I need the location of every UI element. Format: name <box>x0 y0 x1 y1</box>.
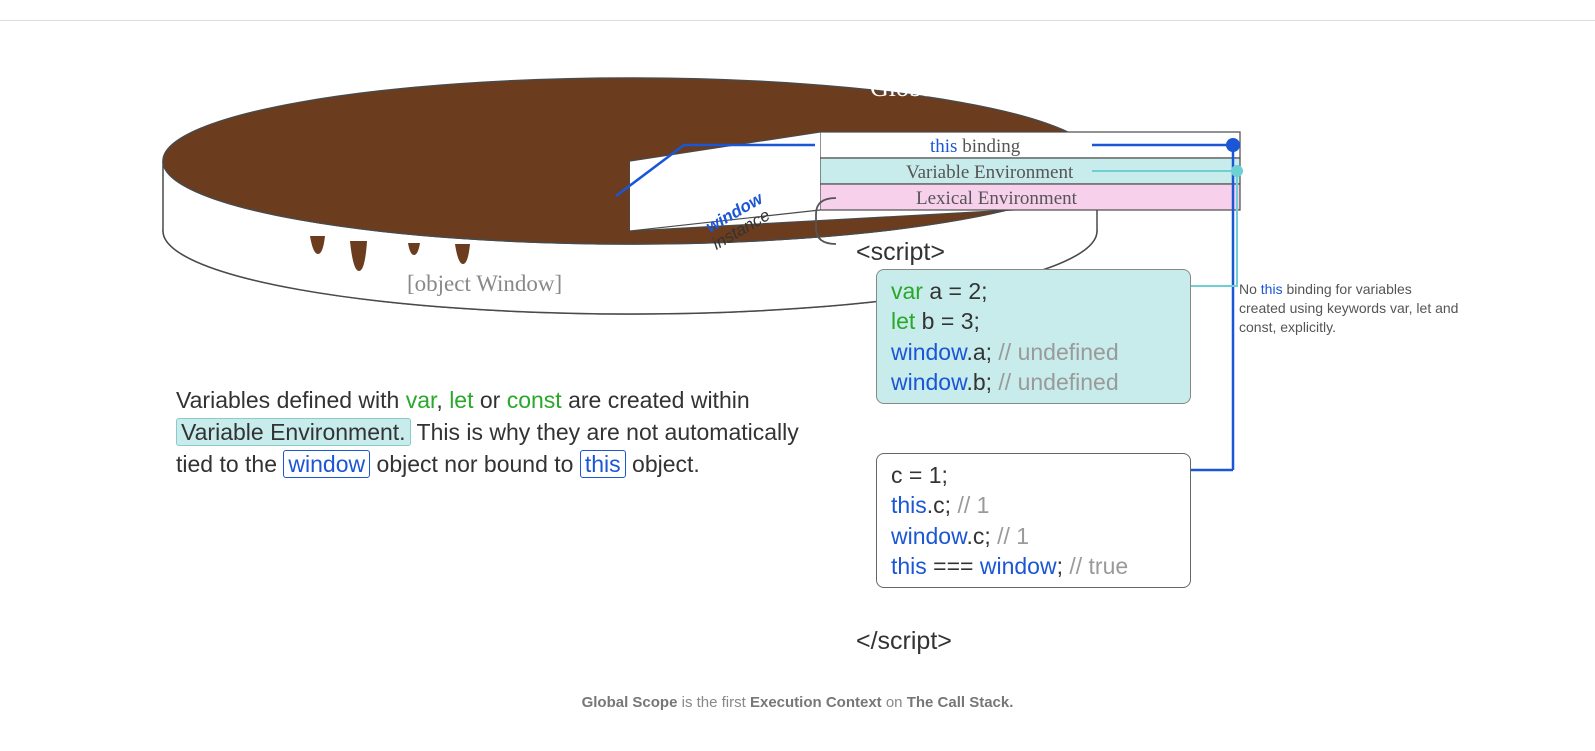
code-line: this === window; // true <box>891 551 1176 581</box>
svg-text:Lexical Environment: Lexical Environment <box>916 188 1078 209</box>
codebox-variable-env: var a = 2; let b = 3; window.a; // undef… <box>876 269 1191 404</box>
svg-text:Variable Environment: Variable Environment <box>906 162 1074 183</box>
code-line: window.b; // undefined <box>891 367 1176 397</box>
side-note: No this binding for variables created us… <box>1239 280 1459 337</box>
code-line: var a = 2; <box>891 276 1176 306</box>
script-close-tag: </script> <box>856 627 952 656</box>
explanation-paragraph: Variables defined with var, let or const… <box>176 384 816 481</box>
object-window-label: [object Window] <box>407 271 562 296</box>
code-line: this.c; // 1 <box>891 490 1176 520</box>
disc-title: Global Scope <box>870 73 1011 102</box>
caption: Global Scope is the first Execution Cont… <box>0 694 1595 711</box>
script-open-tag: <script> <box>856 238 945 267</box>
code-line: window.c; // 1 <box>891 521 1176 551</box>
code-line: window.a; // undefined <box>891 337 1176 367</box>
code-line: c = 1; <box>891 460 1176 490</box>
codebox-this-binding: c = 1; this.c; // 1 window.c; // 1 this … <box>876 453 1191 588</box>
top-divider <box>0 20 1595 21</box>
svg-text:this binding: this binding <box>930 136 1021 157</box>
code-line: let b = 3; <box>891 306 1176 336</box>
